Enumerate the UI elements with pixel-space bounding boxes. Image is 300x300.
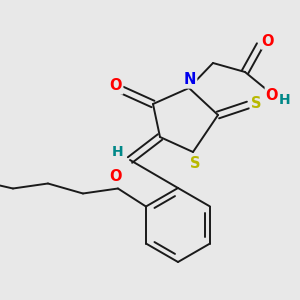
Text: S: S [190,157,200,172]
Text: O: O [110,79,122,94]
Text: S: S [251,95,261,110]
Text: N: N [184,73,196,88]
Text: O: O [266,88,278,103]
Text: O: O [110,169,122,184]
Text: H: H [112,145,124,159]
Text: H: H [279,93,291,107]
Text: O: O [262,34,274,49]
